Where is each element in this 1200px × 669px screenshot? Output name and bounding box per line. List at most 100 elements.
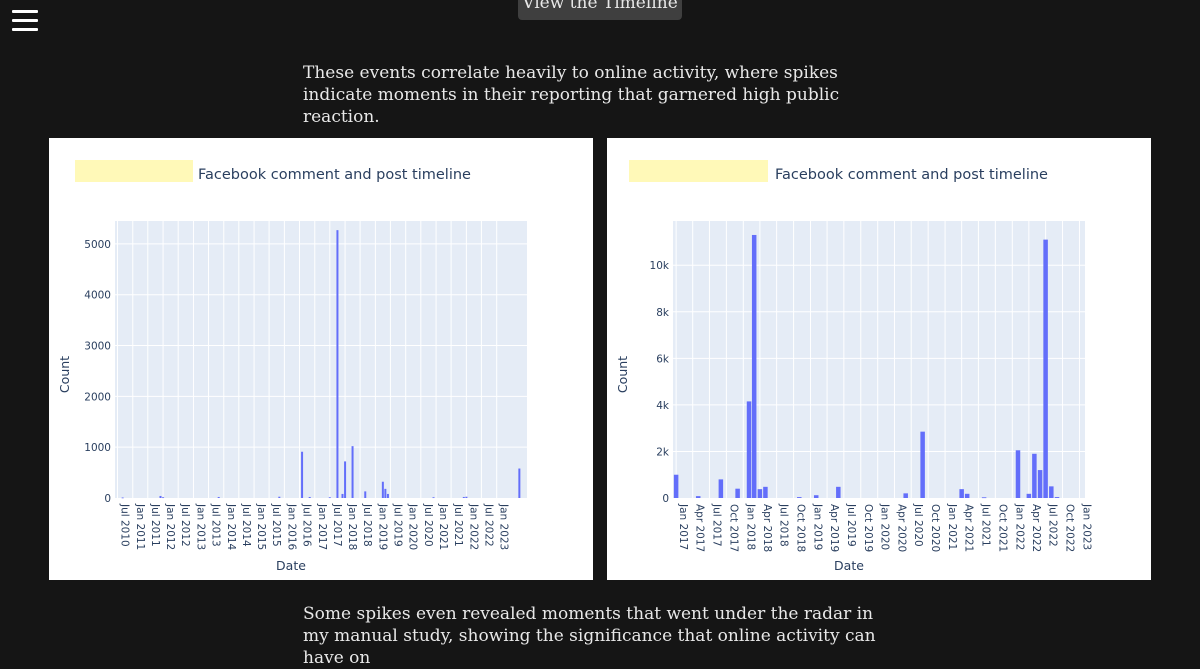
chart-panel-left: Facebook comment and post timeline 0 1000 2… <box>49 138 593 580</box>
x-tick-label: Jan 2022 <box>1013 503 1025 550</box>
redaction-highlight <box>629 160 768 182</box>
chart-title: Facebook comment and post timeline <box>198 167 471 183</box>
bar <box>1037 470 1043 498</box>
intro-paragraph: These events correlate heavily to online… <box>303 63 840 127</box>
bar <box>344 461 347 498</box>
bar <box>1054 497 1060 498</box>
x-axis-title: Date <box>834 558 864 573</box>
bar <box>959 489 964 498</box>
x-tick-label: Jul 2018 <box>361 503 373 547</box>
x-tick-label: Jan 2023 <box>498 503 510 550</box>
x-tick-label: Apr 2018 <box>761 504 773 552</box>
x-tick-label: Jul 2015 <box>270 503 282 547</box>
bar <box>462 496 465 498</box>
x-tick-label: Jul 2016 <box>300 503 312 547</box>
x-tick-label: Jul 2020 <box>422 503 434 547</box>
bar <box>217 496 220 498</box>
facebook-timeline-chart-left: Facebook comment and post timeline 0 1000 2… <box>57 160 527 573</box>
x-tick-label: Jan 2018 <box>346 503 358 550</box>
x-tick-label: Jan 2017 <box>677 503 689 550</box>
y-tick-label: 2000 <box>84 391 111 403</box>
x-tick-label: Jul 2019 <box>845 503 857 547</box>
bar <box>384 488 387 498</box>
chart-panel-right: Facebook comment and post timeline 0 2k 4k 6… <box>607 138 1151 580</box>
bar <box>920 431 925 498</box>
x-tick-label: Jul 2017 <box>710 503 722 547</box>
x-tick-label: Jul 2022 <box>1047 503 1059 547</box>
x-tick-label: Oct 2020 <box>929 504 941 552</box>
bar <box>757 489 763 498</box>
bar <box>981 497 987 499</box>
x-tick-label: Jan 2021 <box>437 503 449 550</box>
bar <box>278 496 281 498</box>
chart-title: Facebook comment and post timeline <box>775 167 1048 183</box>
bar <box>364 491 367 498</box>
bar <box>751 234 757 499</box>
y-axis-title: Count <box>615 356 630 393</box>
bar <box>386 493 389 498</box>
x-tick-label: Jul 2014 <box>240 503 252 547</box>
bar <box>432 497 435 499</box>
bar <box>121 497 124 499</box>
y-tick-label: 3000 <box>84 341 111 353</box>
plot-area <box>673 221 1085 498</box>
hamburger-menu-icon[interactable] <box>12 10 38 32</box>
plot-area <box>115 221 527 498</box>
y-tick-label: 10k <box>650 260 670 272</box>
y-tick-label: 6k <box>656 353 670 365</box>
x-tick-label: Jul 2017 <box>331 503 343 547</box>
x-axis-title: Date <box>276 558 306 573</box>
x-tick-label: Jan 2021 <box>946 503 958 550</box>
bar <box>746 401 752 498</box>
x-tick-label: Jul 2011 <box>149 503 161 547</box>
x-tick-label: Jul 2022 <box>482 503 494 547</box>
x-tick-label: Jul 2019 <box>391 503 403 547</box>
y-tick-label: 4000 <box>84 290 111 302</box>
x-tick-label: Oct 2021 <box>996 504 1008 552</box>
bar <box>1026 493 1032 498</box>
bar <box>341 493 344 498</box>
x-tick-label: Jan 2016 <box>285 503 297 551</box>
x-tick-label: Jan 2012 <box>164 503 176 550</box>
bar <box>336 230 339 498</box>
y-axis-title: Count <box>57 356 72 393</box>
bar <box>1015 450 1021 498</box>
bar <box>735 488 740 498</box>
x-tick-label: Apr 2021 <box>963 504 975 552</box>
x-tick-label: Jan 2019 <box>812 503 824 550</box>
bar <box>964 493 970 498</box>
facebook-timeline-chart-right: Facebook comment and post timeline 0 2k 4k 6… <box>615 160 1092 573</box>
x-tick-label: Apr 2017 <box>694 504 706 552</box>
x-tick-label: Apr 2019 <box>828 504 840 552</box>
bar <box>695 496 701 498</box>
x-tick-label: Oct 2019 <box>862 504 874 552</box>
view-timeline-button[interactable]: View the Timeline <box>518 0 682 20</box>
x-tick-label: Jan 2020 <box>879 503 891 550</box>
bar <box>836 486 841 498</box>
x-tick-label: Apr 2022 <box>1030 504 1042 552</box>
bar <box>301 451 304 498</box>
x-tick-label: Jul 2010 <box>118 503 130 547</box>
bar <box>518 468 521 498</box>
x-tick-label: Jan 2013 <box>194 503 206 550</box>
x-tick-label: Jul 2021 <box>452 503 464 547</box>
bar <box>797 497 802 498</box>
x-tick-label: Oct 2017 <box>727 504 739 552</box>
x-tick-label: Jan 2018 <box>744 503 756 550</box>
x-tick-label: Jul 2020 <box>912 503 924 547</box>
y-tick-label: 4k <box>656 400 670 412</box>
x-tick-label: Jan 2023 <box>1080 503 1092 550</box>
bar <box>673 474 679 498</box>
bar <box>813 495 819 498</box>
x-tick-label: Jul 2012 <box>179 503 191 547</box>
bar <box>351 446 354 498</box>
x-tick-label: Jan 2022 <box>467 503 479 550</box>
x-tick-label: Jul 2018 <box>778 503 790 547</box>
bar <box>381 481 384 498</box>
x-tick-label: Jan 2019 <box>376 503 388 550</box>
bar <box>162 497 165 499</box>
bar <box>763 486 768 498</box>
x-tick-label: Jan 2015 <box>255 503 267 550</box>
bar <box>308 496 311 498</box>
x-tick-label: Jan 2011 <box>134 503 146 550</box>
